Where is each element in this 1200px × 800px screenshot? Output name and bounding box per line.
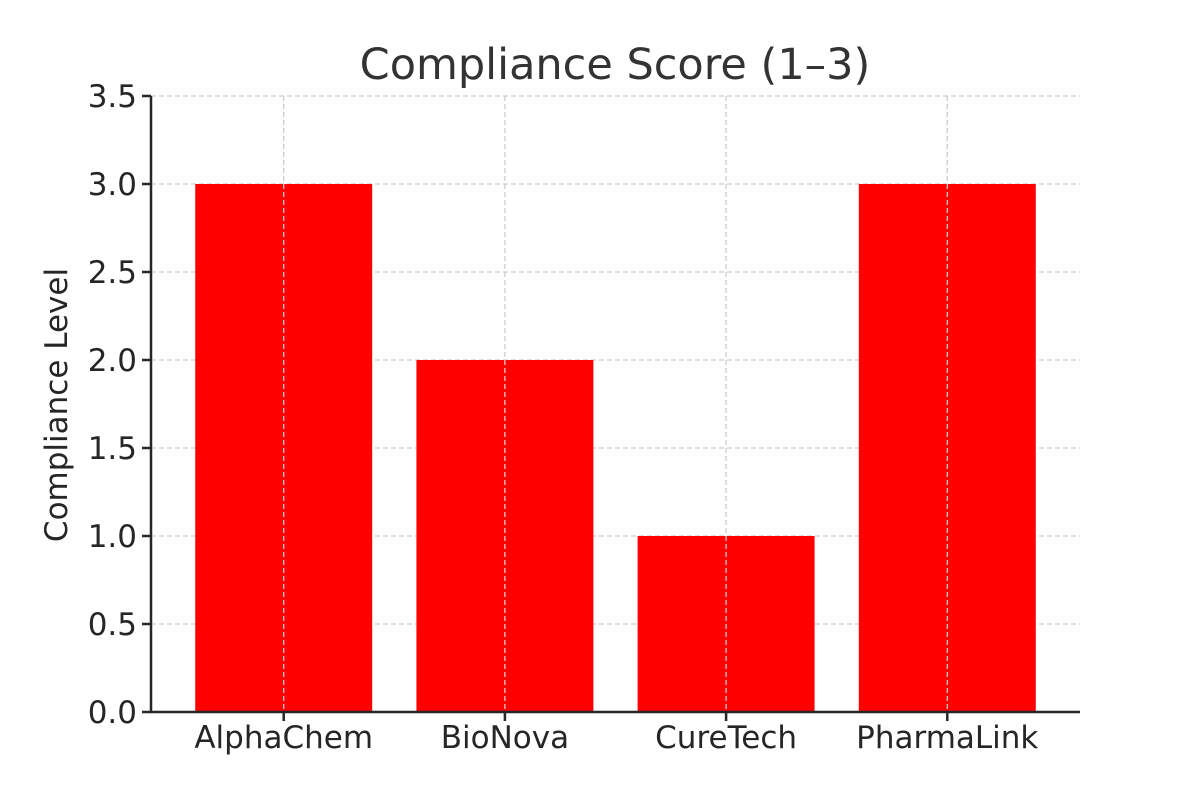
y-tick-label: 3.0 — [88, 167, 137, 203]
y-tick-label: 1.5 — [88, 431, 137, 467]
x-tick-label: CureTech — [655, 720, 797, 756]
bars — [195, 184, 1036, 712]
x-ticks: AlphaChem BioNova CureTech PharmaLink — [194, 712, 1038, 756]
y-ticks: 0.0 0.5 1.0 1.5 2.0 2.5 3.0 3.5 — [88, 79, 151, 731]
y-tick-label: 2.5 — [88, 255, 137, 291]
y-axis-title: Compliance Level — [39, 268, 75, 542]
y-tick-label: 3.5 — [88, 79, 137, 115]
x-tick-label: AlphaChem — [194, 720, 373, 756]
y-tick-label: 0.0 — [88, 695, 137, 731]
x-tick-label: BioNova — [441, 720, 569, 756]
axes — [149, 96, 1080, 714]
y-tick-label: 0.5 — [88, 607, 137, 643]
y-tick-label: 1.0 — [88, 519, 137, 555]
vertical-grid — [283, 96, 948, 712]
y-tick-label: 2.0 — [88, 343, 137, 379]
chart-title: Compliance Score (1–3) — [360, 40, 871, 90]
x-tick-label: PharmaLink — [856, 720, 1038, 756]
